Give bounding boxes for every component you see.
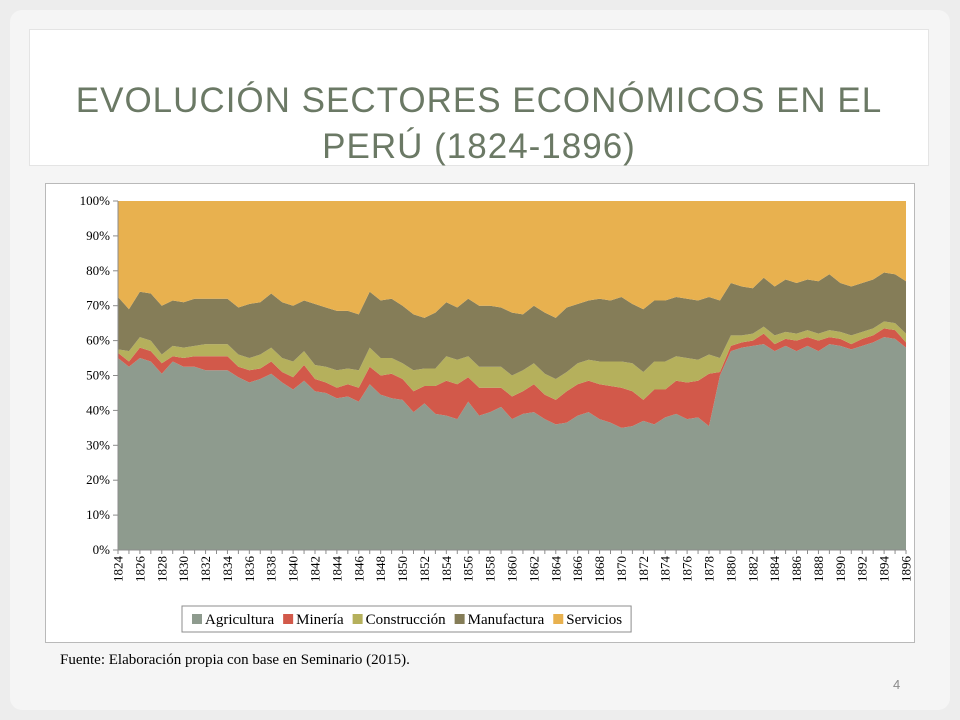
x-tick-label-1836: 1836 <box>242 556 257 583</box>
y-tick-label-6: 60% <box>86 333 110 348</box>
x-tick-label-1882: 1882 <box>745 556 760 582</box>
chart-area: 0% 10% 20% 30% 40% 50% 60% 70% 80% 90% 100% 1824 182… <box>45 183 915 643</box>
x-tick-label-1868: 1868 <box>592 556 607 582</box>
x-tick-label-1830: 1830 <box>176 556 191 582</box>
x-tick-label-1856: 1856 <box>461 556 476 583</box>
source-note: Fuente: Elaboración propia con base en S… <box>60 652 410 668</box>
x-tick-label-1850: 1850 <box>395 556 410 582</box>
x-tick-label-1824: 1824 <box>111 556 126 583</box>
x-tick-label-1842: 1842 <box>308 556 323 582</box>
legend-label-4: Servicios <box>566 612 622 628</box>
y-tick-label-1: 10% <box>86 507 110 522</box>
y-tick-label-0: 0% <box>93 542 111 557</box>
y-tick-label-7: 70% <box>86 298 110 313</box>
x-tick-label-1896: 1896 <box>899 556 914 583</box>
y-tick-label-3: 30% <box>86 437 110 452</box>
x-tick-label-1886: 1886 <box>789 556 804 583</box>
x-tick-label-1866: 1866 <box>570 556 585 583</box>
legend: Agricultura Minería Construcción Manufactur… <box>181 605 632 633</box>
x-tick-label-1844: 1844 <box>329 556 344 583</box>
series-area-2 <box>118 321 906 400</box>
legend-swatch-0 <box>192 614 202 624</box>
legend-swatch-3 <box>454 614 465 624</box>
legend-label-3: Manufactura <box>468 612 545 628</box>
x-tick-label-1872: 1872 <box>636 556 651 582</box>
x-tick-label-1888: 1888 <box>811 556 826 582</box>
x-tick-label-1826: 1826 <box>132 556 147 583</box>
stacked-area-chart: 0% 10% 20% 30% 40% 50% 60% 70% 80% 90% 100% 1824 182… <box>80 193 914 633</box>
x-tick-label-1840: 1840 <box>286 556 301 582</box>
legend-label-2: Construcción <box>366 612 446 628</box>
y-tick-label-10: 100% <box>80 193 111 208</box>
series-area-1 <box>118 328 906 428</box>
x-tick-label-1828: 1828 <box>154 556 169 582</box>
page-number: 4 <box>893 677 901 692</box>
x-tick-label-1878: 1878 <box>702 556 717 582</box>
y-tick-label-4: 40% <box>86 402 110 417</box>
x-tick-label-1852: 1852 <box>417 556 432 582</box>
x-tick-label-1884: 1884 <box>767 556 782 583</box>
x-tick-label-1874: 1874 <box>658 556 673 583</box>
x-tick-label-1846: 1846 <box>351 556 366 583</box>
x-tick-label-1862: 1862 <box>526 556 541 582</box>
title-box: Evolución sectores económicos en el Perú… <box>30 30 928 166</box>
series-area-4 <box>118 201 906 318</box>
x-tick-label-1854: 1854 <box>439 556 454 583</box>
x-tick-label-1876: 1876 <box>680 556 695 583</box>
x-tick-label-1834: 1834 <box>220 556 235 583</box>
legend-label-0: Agricultura <box>205 612 274 628</box>
x-tick-label-1832: 1832 <box>198 556 213 582</box>
x-tick-label-1892: 1892 <box>855 556 870 582</box>
series-area-0 <box>118 337 906 550</box>
slide-title: Evolución sectores económicos en el Perú… <box>75 81 883 166</box>
series-area-3 <box>118 272 906 379</box>
x-tick-label-1864: 1864 <box>548 556 563 583</box>
legend-swatch-2 <box>352 614 363 624</box>
x-tick-label-1858: 1858 <box>483 556 498 582</box>
y-tick-label-9: 90% <box>86 228 110 243</box>
x-tick-label-1890: 1890 <box>833 556 848 582</box>
legend-label-1: Minería <box>296 612 344 628</box>
legend-swatch-4 <box>553 614 564 624</box>
x-tick-label-1894: 1894 <box>877 556 892 583</box>
x-tick-label-1860: 1860 <box>505 556 520 582</box>
x-tick-label-1870: 1870 <box>614 556 629 582</box>
x-tick-label-1880: 1880 <box>723 556 738 582</box>
x-tick-label-1838: 1838 <box>264 556 279 582</box>
y-tick-label-5: 50% <box>86 368 110 383</box>
y-tick-label-2: 20% <box>86 472 110 487</box>
x-tick-label-1848: 1848 <box>373 556 388 582</box>
y-tick-label-8: 80% <box>86 263 110 278</box>
legend-swatch-1 <box>283 614 294 624</box>
